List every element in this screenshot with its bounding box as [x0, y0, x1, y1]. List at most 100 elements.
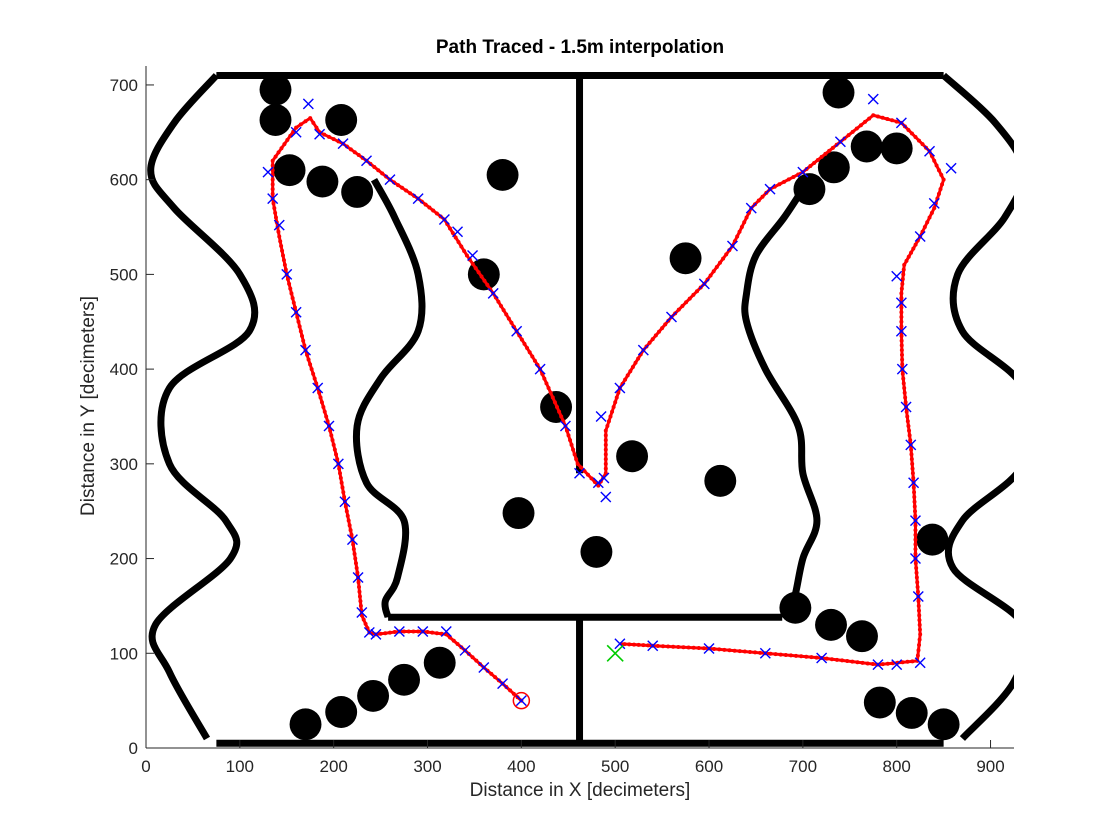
path-sample-dot: [376, 168, 381, 173]
path-sample-dot: [913, 523, 918, 528]
path-sample-dot: [281, 253, 286, 258]
path-sample-dot: [392, 630, 397, 635]
path-sample-dot: [913, 547, 918, 552]
path-sample-dot: [691, 292, 696, 297]
path-sample-dot: [633, 360, 638, 365]
path-sample-dot: [603, 438, 608, 443]
path-sample-dot: [909, 447, 914, 452]
path-sample-dot: [546, 386, 551, 391]
path-sample-dot: [331, 442, 336, 447]
path-sample-dot: [291, 300, 296, 305]
path-sample-dot: [406, 629, 411, 634]
path-sample-dot: [899, 324, 904, 329]
path-sample-dot: [858, 123, 863, 128]
path-sample-dot: [722, 647, 727, 652]
path-sample-dot: [687, 296, 692, 301]
path-sample-dot: [915, 653, 920, 658]
path-sample-dot: [404, 188, 409, 193]
x-tick-label: 100: [226, 757, 254, 776]
path-sample-dot: [913, 135, 918, 140]
path-sample-dot: [285, 138, 290, 143]
path-sample-dot: [283, 267, 288, 272]
path-sample-dot: [714, 265, 719, 270]
waypoint-marker: [417, 625, 429, 637]
y-tick-label: 400: [110, 360, 138, 379]
path-sample-dot: [348, 147, 353, 152]
waypoint-marker: [891, 270, 903, 282]
waypoint-marker: [912, 590, 924, 602]
obstacle: [486, 158, 519, 191]
wall-inner-right-island: [741, 187, 821, 620]
path-sample-dot: [496, 299, 501, 304]
obstacle: [863, 686, 896, 719]
path-sample-dot: [850, 659, 855, 664]
path-sample-dot: [735, 234, 740, 239]
path-sample-dot: [396, 183, 401, 188]
path-sample-dot: [356, 153, 361, 158]
x-tick-label: 0: [141, 757, 150, 776]
chart-title: Path Traced - 1.5m interpolation: [436, 37, 724, 58]
waypoint-marker: [914, 231, 926, 242]
goal-marker: [606, 644, 624, 662]
path-sample-dot: [823, 151, 828, 156]
path-sample-dot: [747, 649, 752, 654]
path-sample-dot: [296, 319, 301, 324]
waypoint-marker: [905, 439, 917, 451]
path-sample-dot: [899, 286, 904, 291]
waypoint-marker: [337, 138, 349, 150]
path-sample-dot: [489, 671, 494, 676]
path-sample-dot: [357, 589, 362, 594]
path-sample-dot: [279, 146, 284, 151]
walls-layer: [147, 71, 1014, 747]
path-sample-dot: [867, 116, 872, 121]
obstacle: [880, 132, 913, 165]
path-sample-dot: [900, 281, 905, 286]
path-sample-dot: [501, 308, 506, 313]
obstacle: [306, 165, 339, 198]
path-sample-dot: [863, 119, 868, 124]
path-sample-dot: [301, 338, 306, 343]
path-sample-dot: [459, 244, 464, 249]
path-sample-dot: [519, 337, 524, 342]
path-sample-dot: [913, 561, 918, 566]
path-sample-dot: [906, 254, 911, 259]
path-sample-dot: [655, 643, 660, 648]
path-sample-dot: [758, 650, 763, 655]
path-sample-dot: [936, 168, 941, 173]
waypoint-marker: [872, 659, 884, 671]
path-sample-dot: [434, 211, 439, 216]
waypoint-marker: [312, 382, 324, 394]
path-sample-dot: [905, 659, 910, 664]
path-sample-dot: [462, 248, 467, 253]
path-sample-dot: [744, 215, 749, 220]
path-sample-dot: [899, 343, 904, 348]
path-sample-dot: [280, 248, 285, 253]
path-sample-dot: [337, 466, 342, 471]
path-sample-dot: [306, 357, 311, 362]
path-sample-dot: [613, 400, 618, 405]
path-sample-dot: [603, 428, 608, 433]
obstacle: [822, 76, 855, 109]
path-sample-dot: [308, 116, 313, 121]
waypoint-marker: [487, 287, 499, 299]
path-sample-dot: [603, 466, 608, 471]
waypoint-marker: [290, 126, 302, 138]
path-sample-dot: [922, 225, 927, 230]
path-sample-dot: [875, 114, 880, 119]
path-sample-dot: [305, 352, 310, 357]
path-sample-dot: [929, 210, 934, 215]
path-sample-dot: [909, 452, 914, 457]
path-sample-dot: [934, 163, 939, 168]
path-sample-dot: [791, 174, 796, 179]
path-sample-dot: [786, 177, 791, 182]
waypoint-marker: [924, 145, 936, 157]
path-sample-dot: [903, 400, 908, 405]
waypoint-marker: [797, 166, 809, 178]
path-sample-dot: [819, 154, 824, 159]
obstacle: [341, 176, 374, 208]
waypoint-marker: [745, 202, 757, 214]
path-sample-dot: [717, 260, 722, 265]
path-sample-dot: [322, 132, 327, 137]
path-sample-dot: [830, 145, 835, 150]
path-sample-dot: [909, 250, 914, 255]
